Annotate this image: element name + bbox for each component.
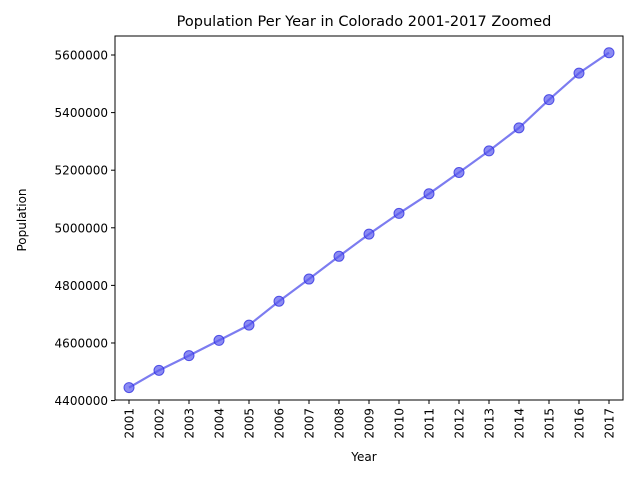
data-point [243, 319, 255, 331]
data-point [483, 145, 495, 157]
chart-title: Population Per Year in Colorado 2001-201… [177, 14, 552, 30]
data-point [363, 228, 375, 240]
data-point [153, 364, 165, 376]
x-tick-label: 2014 [513, 408, 527, 439]
x-tick-label: 2016 [573, 408, 587, 439]
y-axis-label: Population [15, 188, 29, 251]
x-tick-label: 2006 [273, 408, 287, 439]
x-tick-label: 2001 [123, 408, 137, 439]
x-axis-label: Year [350, 450, 376, 464]
x-tick-label: 2004 [213, 408, 227, 439]
data-point [333, 250, 345, 262]
x-tick-label: 2003 [183, 408, 197, 439]
data-point [453, 167, 465, 178]
data-point [273, 295, 285, 307]
series-line [128, 51, 610, 389]
data-point [423, 188, 435, 200]
x-tick-label: 2012 [453, 408, 467, 439]
y-tick-label: 5600000 [55, 49, 108, 63]
data-point [123, 382, 135, 394]
data-point [573, 67, 585, 79]
data-point [183, 350, 195, 362]
data-point [543, 94, 555, 106]
data-point [513, 122, 525, 134]
x-tick-label: 2013 [483, 408, 497, 439]
x-tick-label: 2005 [243, 408, 257, 439]
y-tick-label: 4400000 [55, 394, 108, 408]
x-tick-label: 2007 [303, 408, 317, 439]
y-tick-label: 5200000 [55, 164, 108, 178]
x-tick-label: 2011 [423, 408, 437, 439]
x-tick-label: 2010 [393, 408, 407, 439]
data-point [303, 273, 315, 285]
data-point [603, 47, 615, 59]
y-tick-label: 5000000 [55, 221, 108, 235]
x-tick-label: 2015 [543, 408, 557, 439]
plot-area-frame [114, 35, 624, 401]
y-tick-label: 4800000 [55, 279, 108, 293]
y-tick-label: 4600000 [55, 336, 108, 350]
x-tick-label: 2009 [363, 408, 377, 439]
x-tick-label: 2008 [333, 408, 347, 439]
y-tick-label: 5400000 [55, 106, 108, 120]
data-point [213, 334, 225, 346]
data-point [393, 207, 405, 219]
x-tick-label: 2002 [153, 408, 167, 439]
x-tick-label: 2017 [603, 408, 617, 439]
